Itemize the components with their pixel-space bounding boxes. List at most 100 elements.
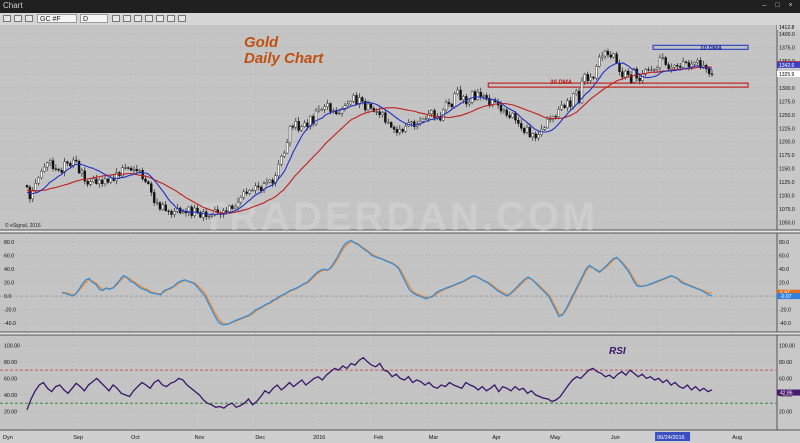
candle-body <box>629 74 633 83</box>
zoom-out-icon[interactable] <box>123 15 131 22</box>
candle-body <box>652 69 656 71</box>
candle-body <box>46 162 49 168</box>
candle-body <box>563 104 566 108</box>
candle-body <box>329 103 332 112</box>
maximize-button[interactable]: □ <box>775 2 780 9</box>
candle-body <box>245 191 248 194</box>
osc-tag <box>777 293 800 300</box>
price-tick-label: 1375.0 <box>779 45 795 51</box>
candle-body <box>453 93 456 107</box>
candle-body <box>583 74 587 82</box>
osc-tick-label-left: -40.0 <box>4 321 16 327</box>
rsi-tick-label-left: 40.00 <box>4 393 17 399</box>
close-button[interactable]: × <box>788 2 793 9</box>
candle-body <box>444 102 448 111</box>
settings-icon[interactable] <box>178 15 186 22</box>
candle-body <box>161 204 165 210</box>
minimize-button[interactable]: – <box>762 2 767 9</box>
candle-body <box>323 106 326 110</box>
cursor-icon[interactable] <box>134 15 142 22</box>
link-icon[interactable] <box>14 15 22 22</box>
candle-body <box>265 181 269 184</box>
candle-body <box>77 160 81 174</box>
candle-body <box>473 91 477 100</box>
candle-body <box>311 116 315 125</box>
layers-icon[interactable] <box>156 15 164 22</box>
candle-body <box>355 95 358 105</box>
rsi-tick-label-left: 80.00 <box>4 360 17 366</box>
candle-body <box>202 211 205 218</box>
candle-body <box>231 205 234 209</box>
candle-body <box>508 115 511 118</box>
candle-body <box>511 112 514 118</box>
candle-body <box>586 74 589 82</box>
candle-body <box>352 95 355 102</box>
candle-body <box>210 214 214 217</box>
time-label: Sep <box>73 435 83 441</box>
candle-body <box>124 167 127 169</box>
chart-title: Gold <box>244 34 279 51</box>
candle-body <box>392 126 396 130</box>
candle-body <box>647 69 650 71</box>
candle-body <box>574 90 578 94</box>
candle-body <box>147 181 150 184</box>
candle-body <box>309 116 312 127</box>
candle-body <box>603 50 607 57</box>
candle-body <box>710 73 714 75</box>
candle-body <box>242 191 245 198</box>
candle-body <box>528 126 532 138</box>
candle-body <box>129 167 133 171</box>
time-label: Dyn <box>3 435 13 441</box>
candle-body <box>413 121 416 127</box>
candle-body <box>699 60 702 69</box>
candle-body <box>277 164 280 176</box>
osc-tick-label: 60.0 <box>779 253 789 259</box>
candle-body <box>196 207 199 213</box>
candle-body <box>589 76 592 82</box>
osc-tick-label-left: 20.0 <box>4 281 14 287</box>
candle-body <box>548 118 552 121</box>
symbol-input[interactable]: GC #F <box>37 14 77 23</box>
candle-body <box>572 93 575 107</box>
candle-body <box>502 109 506 112</box>
candle-body <box>173 211 176 215</box>
candle-body <box>543 127 546 130</box>
color-icon[interactable] <box>25 15 33 22</box>
time-label: Aug <box>732 435 742 441</box>
candle-body <box>505 109 508 116</box>
candle-body <box>135 169 139 172</box>
candle-body <box>158 202 162 210</box>
candle-body <box>294 121 297 128</box>
draw-icon[interactable] <box>145 15 153 22</box>
time-label: Feb <box>374 435 383 441</box>
candle-body <box>300 126 303 131</box>
candle-body <box>681 61 685 68</box>
candle-body <box>98 179 101 184</box>
candle-body <box>482 95 485 97</box>
chart-menu-icon[interactable] <box>3 15 11 22</box>
rsi-tick-label-left: 20.00 <box>4 409 17 415</box>
candle-body <box>69 163 72 167</box>
candle-body <box>51 160 55 169</box>
timeframe-input[interactable]: D <box>80 14 108 23</box>
candle-body <box>251 190 254 192</box>
osc-tick-label-left: 0.0 <box>4 294 11 300</box>
osc-series-line <box>61 239 713 326</box>
osc-tag <box>777 289 800 296</box>
candle-body <box>670 67 673 70</box>
rsi-label: RSI <box>609 346 626 357</box>
candle-body <box>707 68 711 74</box>
studies-icon[interactable] <box>167 15 175 22</box>
candle-body <box>679 66 682 68</box>
candle-body <box>268 179 271 183</box>
candle-body <box>609 54 613 58</box>
price-tag <box>777 25 800 30</box>
chart-area[interactable]: TRADERDAN.COM 1050.0 1075.0 1100.0 1125.0 11… <box>0 25 800 443</box>
candle-body <box>684 61 688 63</box>
zoom-in-icon[interactable] <box>112 15 120 22</box>
candle-body <box>274 175 277 184</box>
candle-body <box>326 103 329 107</box>
candle-body <box>132 169 136 171</box>
candle-body <box>141 170 144 180</box>
watermark: TRADERDAN.COM <box>202 195 599 239</box>
